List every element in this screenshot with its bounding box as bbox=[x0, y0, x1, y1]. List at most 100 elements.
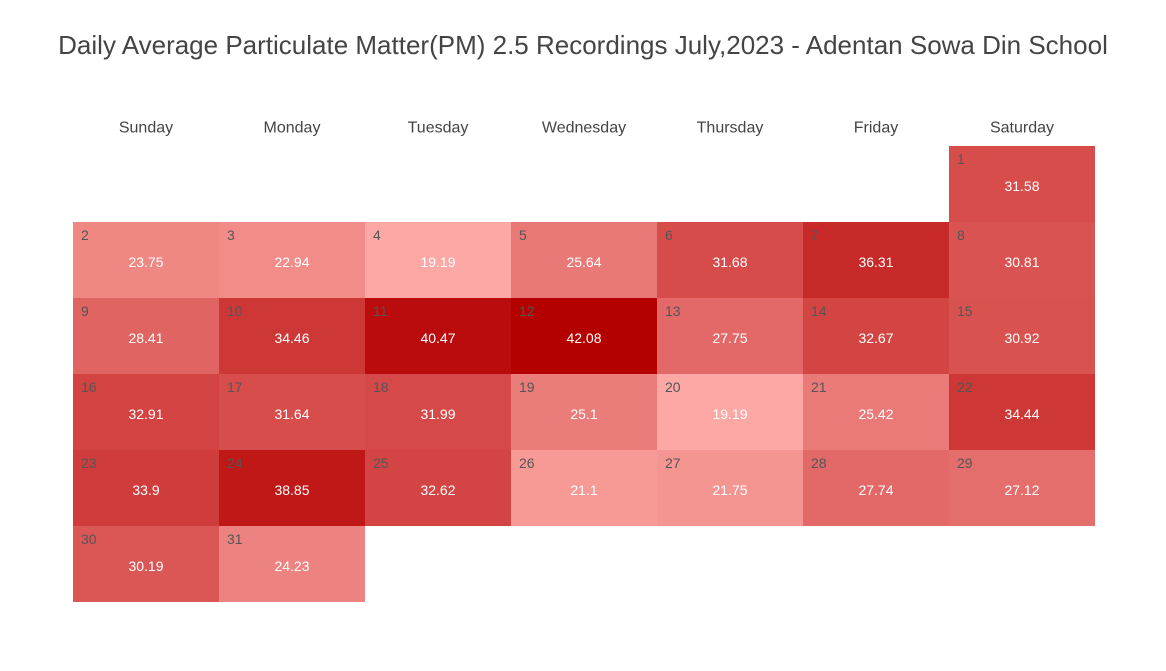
calendar-cell-day-15: 15 30.92 bbox=[949, 298, 1095, 374]
cell-value: 30.92 bbox=[1004, 330, 1039, 346]
calendar-cell-rect bbox=[949, 146, 1095, 222]
day-number: 31 bbox=[227, 531, 243, 547]
day-number: 25 bbox=[373, 455, 389, 471]
weekday-label-tuesday: Tuesday bbox=[408, 120, 469, 137]
calendar-cell-day-21: 21 25.42 bbox=[803, 374, 949, 450]
calendar-cell-rect bbox=[73, 526, 219, 602]
cell-value: 34.44 bbox=[1004, 406, 1039, 422]
calendar-cell-rect bbox=[365, 222, 511, 298]
cell-value: 32.91 bbox=[128, 406, 163, 422]
cell-value: 23.75 bbox=[128, 254, 163, 270]
day-number: 13 bbox=[665, 303, 681, 319]
calendar-cell-day-24: 24 38.85 bbox=[219, 450, 365, 526]
day-number: 18 bbox=[373, 379, 389, 395]
weekday-label-thursday: Thursday bbox=[697, 120, 764, 137]
weekday-label-friday: Friday bbox=[854, 120, 898, 137]
day-number: 1 bbox=[957, 151, 965, 167]
cell-value: 31.58 bbox=[1004, 178, 1039, 194]
cell-value: 19.19 bbox=[712, 406, 747, 422]
calendar-cell-rect bbox=[511, 298, 657, 374]
cell-value: 21.75 bbox=[712, 482, 747, 498]
calendar-cell-day-3: 322.94 bbox=[219, 222, 365, 298]
calendar-cell-day-27: 27 21.75 bbox=[657, 450, 803, 526]
calendar-cell-day-5: 525.64 bbox=[511, 222, 657, 298]
weekday-label-sunday: Sunday bbox=[119, 120, 173, 137]
day-number: 5 bbox=[519, 227, 527, 243]
day-number: 14 bbox=[811, 303, 827, 319]
calendar-cell-rect bbox=[365, 298, 511, 374]
cell-value: 27.74 bbox=[858, 482, 893, 498]
calendar-cell-day-8: 830.81 bbox=[949, 222, 1095, 298]
calendar-cell-rect bbox=[949, 298, 1095, 374]
calendar-cell-rect bbox=[73, 450, 219, 526]
calendar-cell-rect bbox=[365, 374, 511, 450]
cell-value: 31.68 bbox=[712, 254, 747, 270]
calendar-cell-day-28: 28 27.74 bbox=[803, 450, 949, 526]
day-number: 15 bbox=[957, 303, 973, 319]
day-number: 2 bbox=[81, 227, 89, 243]
day-number: 7 bbox=[811, 227, 819, 243]
cell-value: 32.67 bbox=[858, 330, 893, 346]
day-number: 8 bbox=[957, 227, 965, 243]
calendar-cell-day-4: 419.19 bbox=[365, 222, 511, 298]
day-number: 22 bbox=[957, 379, 973, 395]
day-number: 9 bbox=[81, 303, 89, 319]
cell-value: 40.47 bbox=[420, 330, 455, 346]
chart-title: Daily Average Particulate Matter(PM) 2.5… bbox=[58, 30, 1108, 60]
calendar-cell-day-12: 12 42.08 bbox=[511, 298, 657, 374]
calendar-cell-day-1: 131.58 bbox=[949, 146, 1095, 222]
calendar-cell-rect bbox=[803, 374, 949, 450]
calendar-cell-day-7: 736.31 bbox=[803, 222, 949, 298]
calendar-cell-rect bbox=[219, 298, 365, 374]
day-number: 19 bbox=[519, 379, 535, 395]
calendar-cell-rect bbox=[803, 450, 949, 526]
day-number: 4 bbox=[373, 227, 381, 243]
calendar-cell-rect bbox=[949, 450, 1095, 526]
calendar-cell-day-16: 16 32.91 bbox=[73, 374, 219, 450]
calendar-cell-day-26: 26 21.1 bbox=[511, 450, 657, 526]
cell-value: 22.94 bbox=[274, 254, 309, 270]
cell-value: 33.9 bbox=[132, 482, 159, 498]
cell-value: 30.81 bbox=[1004, 254, 1039, 270]
day-number: 21 bbox=[811, 379, 827, 395]
cell-value: 27.12 bbox=[1004, 482, 1039, 498]
calendar-cell-day-22: 22 34.44 bbox=[949, 374, 1095, 450]
calendar-cell-rect bbox=[73, 222, 219, 298]
day-number: 16 bbox=[81, 379, 97, 395]
calendar-cell-rect bbox=[219, 526, 365, 602]
calendar-cell-day-20: 20 19.19 bbox=[657, 374, 803, 450]
cell-value: 21.1 bbox=[570, 482, 597, 498]
cell-value: 30.19 bbox=[128, 558, 163, 574]
cell-value: 38.85 bbox=[274, 482, 309, 498]
cell-value: 25.64 bbox=[566, 254, 601, 270]
calendar-cell-rect bbox=[949, 222, 1095, 298]
cell-value: 31.64 bbox=[274, 406, 309, 422]
weekday-header: Sunday Monday Tuesday Wednesday Thursday Frid… bbox=[119, 120, 1054, 137]
calendar-cell-rect bbox=[73, 298, 219, 374]
calendar-cell-rect bbox=[803, 298, 949, 374]
calendar-cell-rect bbox=[219, 222, 365, 298]
calendar-cell-day-6: 631.68 bbox=[657, 222, 803, 298]
calendar-cell-rect bbox=[657, 450, 803, 526]
day-number: 29 bbox=[957, 455, 973, 471]
calendar-cell-rect bbox=[949, 374, 1095, 450]
cell-value: 24.23 bbox=[274, 558, 309, 574]
day-number: 6 bbox=[665, 227, 673, 243]
weekday-label-wednesday: Wednesday bbox=[542, 120, 626, 137]
day-number: 24 bbox=[227, 455, 243, 471]
day-number: 23 bbox=[81, 455, 97, 471]
calendar-cell-rect bbox=[73, 374, 219, 450]
calendar-cell-day-25: 25 32.62 bbox=[365, 450, 511, 526]
day-number: 28 bbox=[811, 455, 827, 471]
calendar-cell-rect bbox=[657, 374, 803, 450]
calendar-cell-day-17: 17 31.64 bbox=[219, 374, 365, 450]
calendar-cell-day-2: 223.75 bbox=[73, 222, 219, 298]
cell-value: 42.08 bbox=[566, 330, 601, 346]
cell-value: 25.1 bbox=[570, 406, 597, 422]
cell-value: 36.31 bbox=[858, 254, 893, 270]
calendar-cell-day-18: 18 31.99 bbox=[365, 374, 511, 450]
day-number: 17 bbox=[227, 379, 243, 395]
calendar-cell-rect bbox=[511, 222, 657, 298]
calendar-cell-day-13: 13 27.75 bbox=[657, 298, 803, 374]
